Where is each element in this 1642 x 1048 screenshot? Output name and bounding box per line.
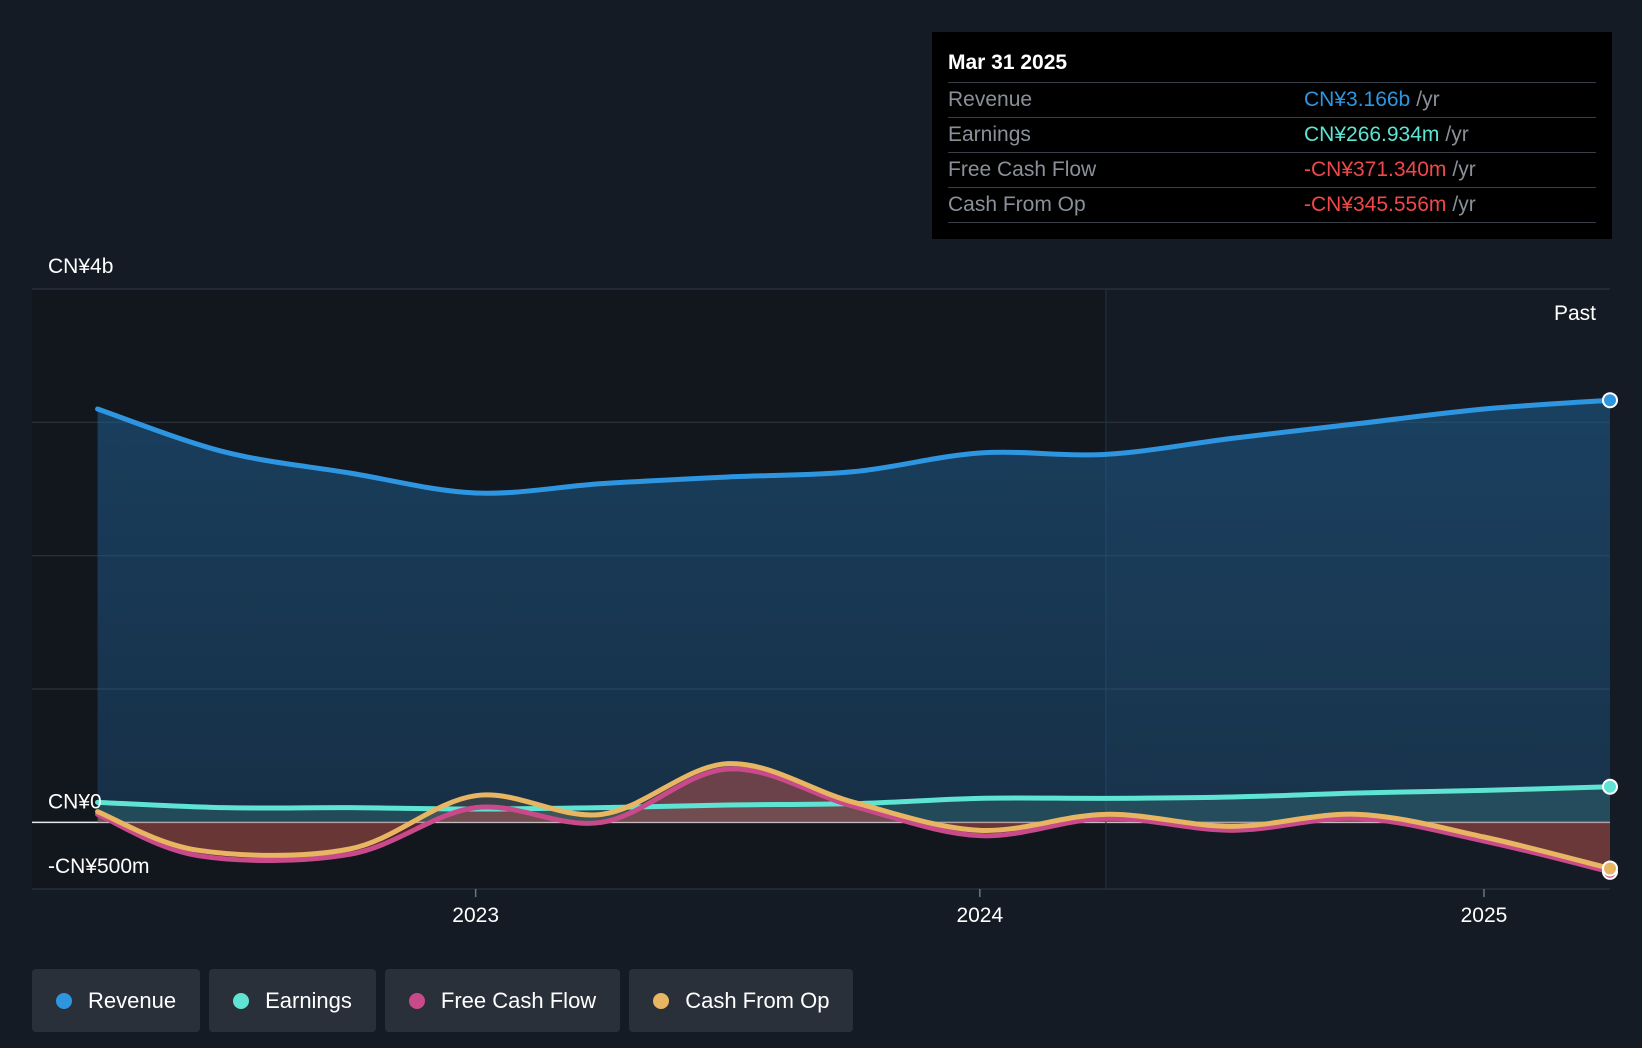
tooltip-value: CN¥3.166b (1304, 88, 1411, 111)
legend-label: Free Cash Flow (440, 987, 597, 1013)
legend-item-earnings[interactable]: Earnings (209, 969, 376, 1032)
earnings-end-point (1602, 778, 1618, 795)
revenue-end-point (1602, 392, 1618, 409)
tooltip-label: Earnings (948, 123, 1031, 146)
tooltip-unit: /yr (1416, 88, 1440, 111)
revenue-area (97, 400, 1611, 823)
tooltip-panel: Mar 31 2025 Revenue CN¥3.166b /yr Earnin… (932, 32, 1612, 239)
tooltip-value: -CN¥371.340m (1304, 158, 1447, 181)
tooltip-label: Cash From Op (948, 193, 1086, 216)
x-tick-label: 2023 (452, 904, 499, 927)
legend-dot-icon (56, 992, 72, 1009)
legend-dot-icon (408, 992, 425, 1009)
tooltip-unit: /yr (1452, 193, 1476, 216)
tooltip-value: -CN¥345.556m (1304, 193, 1447, 216)
tooltip-label: Revenue (948, 88, 1033, 111)
free-cash-flow-line (95, 766, 1613, 875)
tooltip-value: CN¥266.934m (1304, 123, 1440, 146)
tooltip-row-revenue: Revenue CN¥3.166b /yr (948, 82, 1596, 117)
cash-from-op-area (97, 763, 1611, 869)
legend-item-revenue[interactable]: Revenue (32, 969, 201, 1032)
revenue-line (95, 397, 1613, 496)
legend-item-cash-from-op[interactable]: Cash From Op (629, 969, 854, 1032)
tooltip-row-cash-from-op: Cash From Op -CN¥345.556m /yr (948, 187, 1596, 223)
x-tick-label: 2025 (1461, 904, 1508, 927)
cash-from-op-end-point (1602, 860, 1618, 877)
x-tick-label: 2024 (956, 904, 1003, 927)
past-label: Past (1554, 302, 1596, 325)
legend-label: Revenue (88, 987, 177, 1013)
legend-label: Cash From Op (685, 987, 830, 1013)
tooltip-row-free-cash-flow: Free Cash Flow -CN¥371.340m /yr (948, 152, 1596, 187)
legend-label: Earnings (265, 987, 352, 1013)
tooltip-unit: /yr (1452, 158, 1476, 181)
tooltip-unit: /yr (1445, 123, 1469, 146)
tooltip-row-earnings: Earnings CN¥266.934m /yr (948, 117, 1596, 152)
cash-from-op-line (95, 761, 1613, 871)
legend-item-free-cash-flow[interactable]: Free Cash Flow (384, 969, 621, 1032)
chart-legend: Revenue Earnings Free Cash Flow Cash Fro… (32, 969, 854, 1032)
legend-dot-icon (233, 992, 250, 1009)
y-tick-label: CN¥0 (48, 790, 102, 813)
y-tick-label: CN¥4b (48, 255, 113, 278)
tooltip-date: Mar 31 2025 (948, 51, 1068, 74)
legend-dot-icon (653, 992, 670, 1009)
free-cash-flow-area (97, 768, 1611, 872)
tooltip-label: Free Cash Flow (948, 158, 1097, 181)
y-tick-label: -CN¥500m (48, 855, 150, 878)
